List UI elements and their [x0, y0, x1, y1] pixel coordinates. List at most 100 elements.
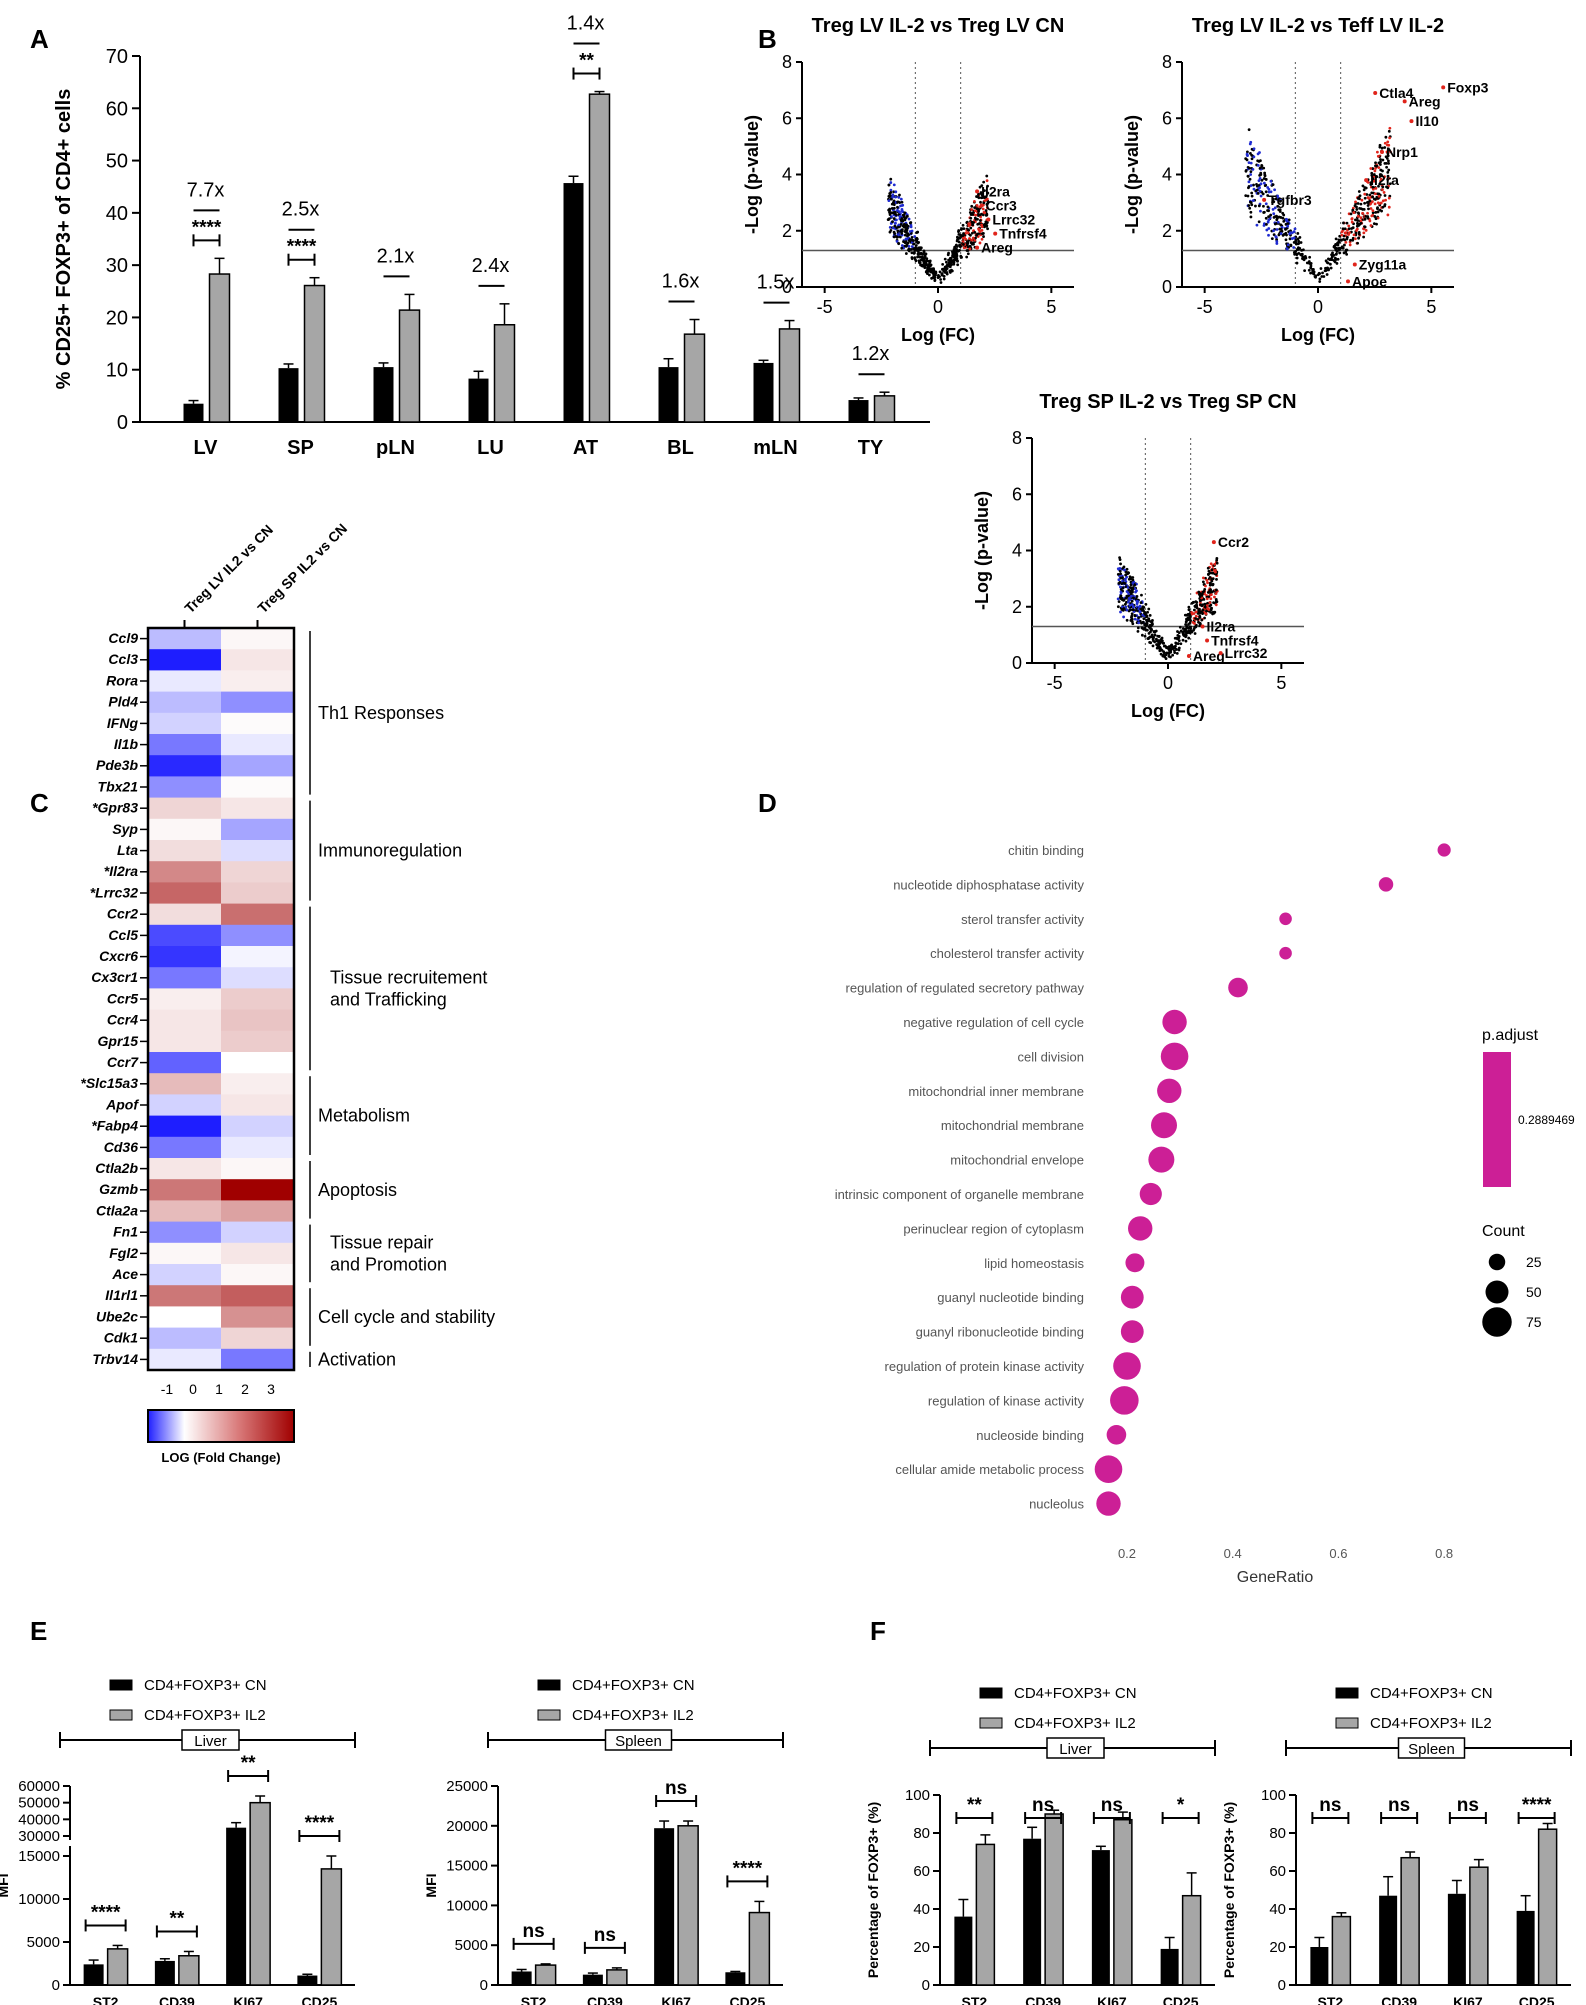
B1-ytick-label: 0 — [782, 277, 792, 297]
B2-point — [1375, 222, 1378, 226]
B1-point — [900, 244, 904, 247]
B1-point — [965, 249, 969, 252]
B3-point — [1165, 646, 1168, 650]
B3-point — [1214, 592, 1218, 596]
c-cell-Cd36-0 — [148, 1136, 221, 1159]
B1-point — [939, 281, 943, 284]
B1-point — [899, 222, 903, 226]
B1-point — [895, 235, 899, 239]
B3-point — [1122, 598, 1125, 602]
B2-point — [1387, 176, 1391, 180]
B2-point — [1362, 235, 1366, 239]
c-scale-tick-2: 1 — [215, 1381, 223, 1397]
c-row-label-Cx3cr1: Cx3cr1 — [91, 969, 138, 985]
B2-point — [1349, 238, 1352, 242]
d-term-label-3: cholesterol transfer activity — [930, 946, 1084, 961]
B3-point — [1177, 639, 1181, 643]
B1-point — [893, 211, 897, 214]
B3-point — [1129, 583, 1133, 587]
B2-point — [1363, 196, 1367, 200]
panel-b-volcano-3: Treg SP IL-2 vs Treg SP CN 0 2 4 6 8 -5 0 5 Log (… — [972, 391, 1304, 721]
B3-point — [1124, 573, 1128, 577]
B2-point — [1381, 188, 1384, 192]
c-cell-Il1rl1-1 — [221, 1285, 294, 1307]
c-row-label-Il1b: Il1b — [114, 736, 139, 752]
E2-legend-swatch-0 — [537, 1679, 561, 1691]
B3-point — [1210, 606, 1213, 610]
B3-point — [1116, 597, 1120, 601]
B3-point — [1193, 604, 1197, 608]
B2-point — [1271, 200, 1274, 204]
B1-point — [889, 181, 893, 184]
B2-point — [1371, 195, 1374, 199]
B2-point — [1381, 158, 1385, 162]
B3-point — [1187, 623, 1190, 626]
B1-point — [902, 225, 906, 229]
B1-point — [928, 267, 932, 271]
B1-label-point — [979, 203, 984, 208]
B1-point — [907, 244, 911, 248]
B2-point — [1249, 210, 1253, 214]
c-row-label-*Gpr83: *Gpr83 — [92, 800, 138, 816]
B3-point — [1140, 633, 1144, 637]
E1-y-axis-title: MFI — [0, 1873, 11, 1897]
B2-point — [1387, 205, 1391, 209]
B1-point — [983, 211, 987, 215]
E1-bar-il2-CD25 — [320, 1868, 343, 1986]
B1-point — [942, 277, 946, 281]
B2-point — [1354, 200, 1357, 204]
B3-gene-label-Areg: Areg — [1193, 648, 1225, 664]
B2-point — [1369, 201, 1373, 205]
B1-point — [983, 189, 986, 192]
B1-point — [910, 245, 914, 248]
B1-point — [888, 195, 891, 198]
B2-point — [1353, 237, 1357, 241]
B1-point — [951, 253, 955, 257]
B1-point — [952, 247, 956, 251]
B3-point — [1185, 626, 1189, 630]
B2-point — [1248, 206, 1252, 210]
B2-point — [1278, 227, 1282, 231]
B3-xtick-label: 5 — [1276, 673, 1286, 693]
B3-point — [1117, 600, 1121, 604]
E2-y-axis-title: MFI — [423, 1873, 439, 1897]
B2-point — [1262, 210, 1266, 214]
B2-point — [1335, 262, 1339, 265]
B2-point — [1255, 184, 1259, 188]
B1-point — [889, 211, 893, 215]
B1-point — [955, 250, 959, 254]
c-row-label-Apof: Apof — [105, 1096, 139, 1112]
B3-point — [1133, 617, 1137, 621]
d-dot-7 — [1157, 1078, 1182, 1104]
B3-point — [1153, 633, 1157, 637]
d-legend-count-title: Count — [1482, 1223, 1525, 1240]
B2-point — [1370, 191, 1374, 195]
B1-point — [960, 227, 964, 230]
B3-point — [1137, 621, 1141, 625]
B2-point — [1387, 161, 1390, 165]
B2-point — [1386, 174, 1390, 178]
B3-point — [1129, 608, 1132, 612]
F2-sig-KI67-label: ns — [1457, 1795, 1479, 1816]
B1-point — [966, 231, 970, 235]
F1-xtick-label-CD39: CD39 — [1025, 1994, 1061, 2005]
B3-point — [1214, 598, 1218, 601]
d-xtick-label: 0.6 — [1329, 1546, 1347, 1561]
B1-point — [912, 247, 915, 251]
B1-point — [959, 254, 963, 258]
panel-f-spleen-chart: CD4+FOXP3+ CN CD4+FOXP3+ IL2 Spleen Percent… — [1221, 1685, 1572, 2005]
B2-point — [1379, 160, 1382, 164]
c-group-label-5: Tissue repair — [330, 1232, 433, 1252]
E1-bar-cn-KI67 — [226, 1827, 247, 1985]
B3-point — [1149, 624, 1153, 628]
B2-point — [1258, 151, 1261, 154]
B2-label-point — [1441, 85, 1446, 90]
B1-point — [962, 227, 966, 231]
B2-point — [1252, 147, 1256, 151]
B2-point — [1381, 199, 1385, 203]
a-fold-label-BL: 1.6x — [662, 271, 700, 293]
E1-bar-il2-CD39 — [178, 1955, 200, 1986]
B2-point — [1387, 196, 1391, 200]
B1-point — [888, 207, 892, 211]
a-xtick-label-BL: BL — [667, 437, 694, 459]
